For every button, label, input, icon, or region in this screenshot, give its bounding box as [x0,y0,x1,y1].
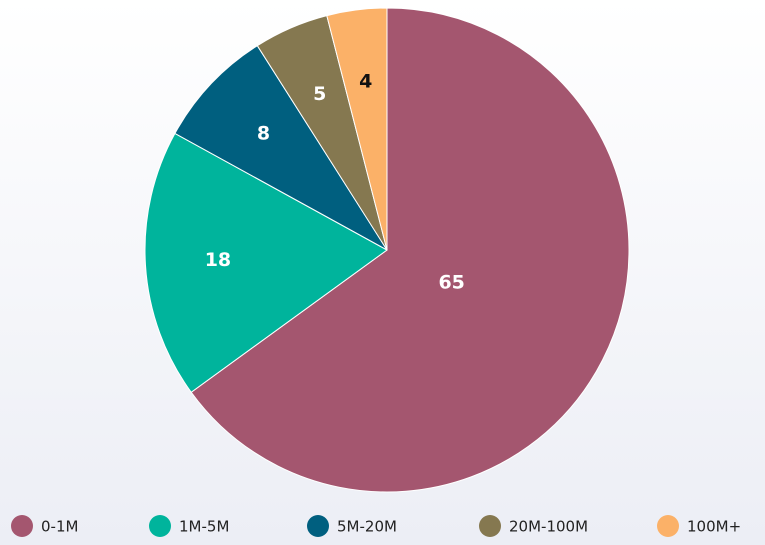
legend-label: 1M-5M [179,518,229,536]
pie-slice [174,44,388,251]
legend-swatch [11,515,33,537]
data-label: 18 [205,249,231,271]
legend-label: 20M-100M [509,518,588,536]
data-label: 65 [438,271,464,293]
legend-swatch [149,515,171,537]
legend-swatch [657,515,679,537]
data-label: 4 [359,70,372,92]
legend-label: 100M+ [687,518,741,536]
pie-slice [190,7,630,493]
pie-slice [326,7,388,251]
pie-slice [144,132,388,393]
legend-label: 0-1M [41,518,78,536]
legend-label: 5M-20M [337,518,397,536]
data-label: 8 [257,123,270,145]
data-label: 5 [313,83,326,105]
legend-swatch [479,515,501,537]
legend-swatch [307,515,329,537]
